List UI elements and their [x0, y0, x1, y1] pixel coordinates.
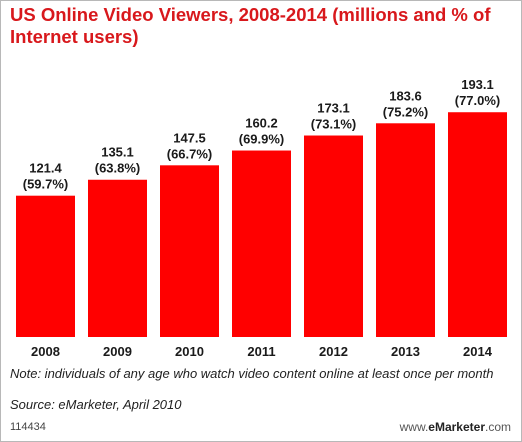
x-tick-2014: 2014: [463, 344, 493, 359]
share-label-2011: (69.9%): [239, 132, 285, 147]
bar-2008: [16, 195, 75, 337]
emarketer-logo[interactable]: www.eMarketer.com: [400, 420, 511, 434]
share-label-2014: (77.0%): [455, 93, 501, 108]
x-tick-2010: 2010: [175, 344, 204, 359]
share-label-2012: (73.1%): [311, 117, 357, 132]
value-label-2013: 183.6: [389, 88, 422, 103]
brand-name: eMarketer: [428, 420, 485, 434]
chart-source: Source: eMarketer, April 2010: [10, 397, 182, 412]
x-axis-ticks: 2008 2009 2010 2011 2012 2013 2014: [31, 344, 493, 359]
share-label-2009: (63.8%): [95, 161, 141, 176]
bars-layer: [16, 112, 507, 337]
value-label-2010: 147.5: [173, 130, 206, 145]
value-label-2014: 193.1: [461, 77, 494, 92]
x-tick-2013: 2013: [391, 344, 420, 359]
share-label-2008: (59.7%): [23, 177, 69, 192]
bar-2011: [232, 150, 291, 337]
brand-prefix: www.: [399, 420, 429, 434]
bar-2012: [304, 135, 363, 337]
x-tick-2011: 2011: [247, 344, 275, 359]
x-tick-2012: 2012: [319, 344, 348, 359]
chart-id: 114434: [10, 421, 46, 433]
chart-note: Note: individuals of any age who watch v…: [10, 366, 494, 381]
x-tick-2009: 2009: [103, 344, 132, 359]
bar-2009: [88, 179, 147, 337]
value-label-2011: 160.2: [245, 116, 278, 131]
chart-title: US Online Video Viewers, 2008-2014 (mill…: [10, 4, 491, 47]
x-tick-2008: 2008: [31, 344, 60, 359]
value-label-2009: 135.1: [101, 145, 134, 160]
bar-2010: [160, 165, 219, 337]
bar-2014: [448, 112, 507, 337]
share-label-2010: (66.7%): [167, 146, 213, 161]
value-labels-layer: 121.4(59.7%) 135.1(63.8%) 147.5(66.7%) 160.…: [23, 77, 501, 191]
value-label-2012: 173.1: [317, 101, 350, 116]
brand-suffix: .com: [484, 420, 511, 434]
bar-2013: [376, 123, 435, 337]
share-label-2013: (75.2%): [383, 104, 429, 119]
value-label-2008: 121.4: [29, 161, 62, 176]
